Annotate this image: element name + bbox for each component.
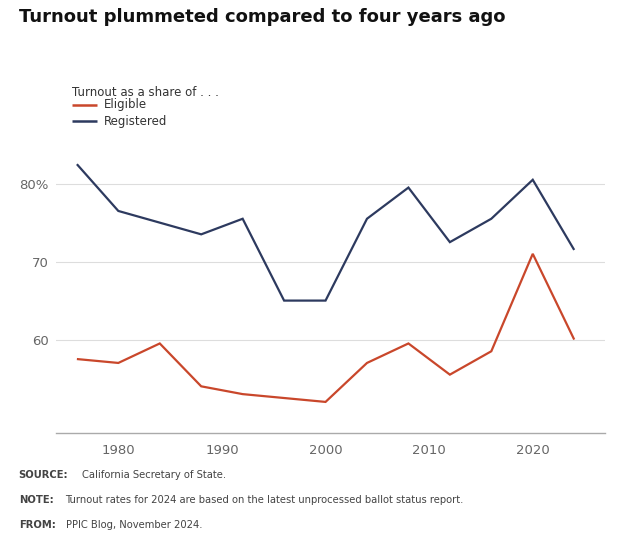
Text: Turnout as a share of . . .: Turnout as a share of . . .	[72, 86, 218, 99]
Text: Turnout plummeted compared to four years ago: Turnout plummeted compared to four years…	[19, 8, 505, 26]
Text: SOURCE:: SOURCE:	[19, 470, 69, 479]
Text: Registered: Registered	[104, 115, 168, 128]
Text: FROM:: FROM:	[19, 520, 56, 529]
Text: Eligible: Eligible	[104, 98, 147, 111]
Text: NOTE:: NOTE:	[19, 494, 54, 505]
Text: Turnout rates for 2024 are based on the latest unprocessed ballot status report.: Turnout rates for 2024 are based on the …	[66, 494, 464, 505]
Text: PPIC Blog, November 2024.: PPIC Blog, November 2024.	[66, 520, 202, 529]
Text: California Secretary of State.: California Secretary of State.	[82, 470, 227, 479]
